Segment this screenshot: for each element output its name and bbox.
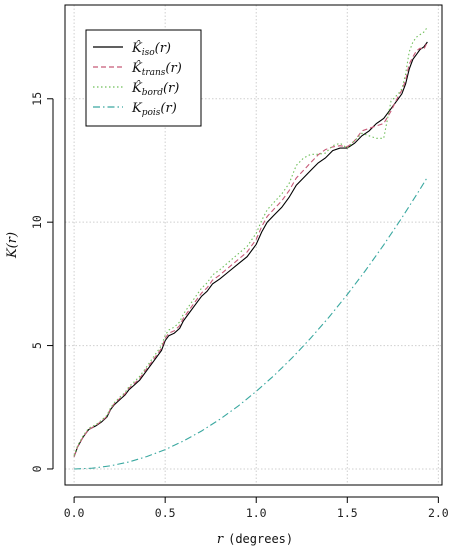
series-line-iso: [73, 41, 428, 457]
grid: [65, 5, 442, 485]
legend-label-iso: K̂iso(r): [131, 40, 171, 58]
legend-box: [85, 29, 202, 127]
x-tick-label: 0.5: [155, 506, 176, 520]
x-tick-label: 0.0: [64, 506, 85, 520]
x-tick-label: 1.5: [337, 506, 358, 520]
series-line-trans: [73, 41, 428, 457]
y-axis: 0 5 10 15: [30, 92, 54, 472]
series-lines: [73, 26, 428, 470]
y-axis-title: K(r): [5, 232, 20, 259]
x-axis-title: r (degrees): [217, 532, 293, 547]
legend-label-pois: Kpois(r): [131, 101, 177, 118]
x-tick-label: 1.0: [246, 506, 267, 520]
series-line-pois: [74, 176, 428, 470]
x-tick-label: 2.0: [428, 506, 449, 520]
plot-frame: [64, 4, 443, 486]
y-tick-label: 15: [30, 92, 44, 106]
y-tick-label: 5: [30, 342, 44, 349]
y-tick-label: 10: [30, 215, 44, 229]
x-axis: 0.0 0.5 1.0 1.5 2.0: [64, 496, 449, 520]
y-tick-label: 0: [30, 465, 44, 472]
legend: K̂iso(r) K̂trans(r) K̂bord(r) Kpois(r): [85, 29, 202, 127]
legend-label-trans: K̂trans(r): [131, 60, 182, 78]
legend-label-bord: K̂bord(r): [131, 80, 179, 98]
